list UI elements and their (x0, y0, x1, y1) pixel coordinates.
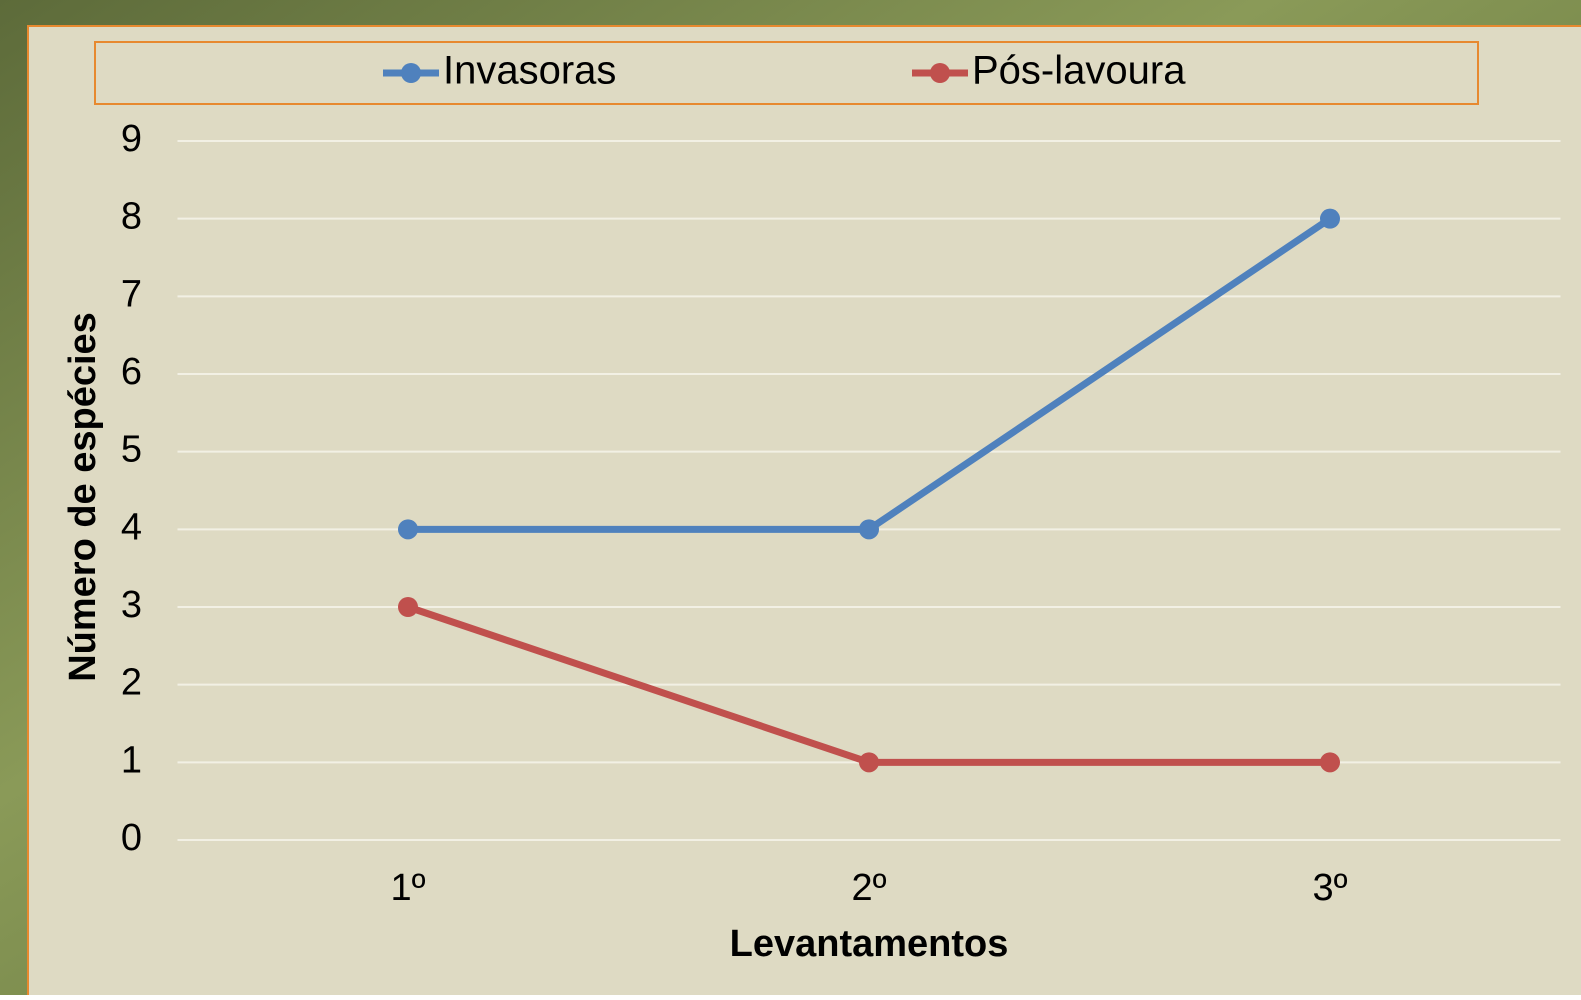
y-tick-label: 0 (121, 817, 142, 859)
x-tick-label: 1º (390, 867, 425, 909)
y-tick-label: 3 (121, 584, 142, 626)
y-tick-label: 1 (121, 739, 142, 781)
x-tick-label: 3º (1312, 867, 1347, 909)
chart: Levantamentos Número de espécies 0 1 2 3 4 5 6… (0, 0, 1581, 995)
legend-marker (401, 63, 421, 83)
data-point (859, 752, 879, 772)
data-point (398, 597, 418, 617)
y-tick-label: 4 (121, 506, 142, 548)
chart-panel (28, 26, 1581, 995)
data-point (859, 519, 879, 539)
y-tick-label: 5 (121, 429, 142, 471)
x-axis-label: Levantamentos (730, 923, 1009, 965)
x-tick-label: 2º (851, 867, 886, 909)
y-tick-label: 9 (121, 118, 142, 160)
legend-label: Pós-lavoura (972, 49, 1186, 93)
y-tick-label: 8 (121, 196, 142, 238)
legend-marker (930, 63, 950, 83)
legend-label: Invasoras (443, 49, 616, 93)
data-point (1320, 209, 1340, 229)
y-axis-label: Número de espécies (62, 312, 104, 682)
y-tick-label: 7 (121, 273, 142, 315)
data-point (1320, 752, 1340, 772)
page: Levantamentos Número de espécies 0 1 2 3 4 5 6… (0, 0, 1581, 995)
y-tick-label: 2 (121, 662, 142, 704)
data-point (398, 519, 418, 539)
y-tick-label: 6 (121, 351, 142, 393)
